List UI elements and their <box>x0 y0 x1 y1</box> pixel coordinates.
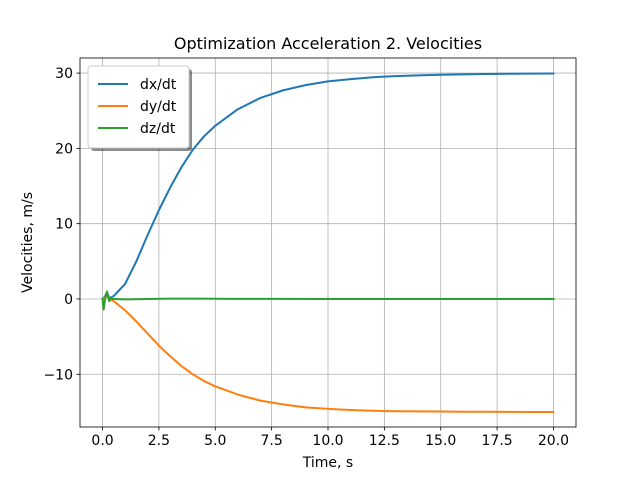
x-tick-label: 7.5 <box>261 433 283 449</box>
x-tick-label: 0.0 <box>91 433 113 449</box>
x-tick-label: 12.5 <box>369 433 400 449</box>
x-tick-label: 15.0 <box>425 433 456 449</box>
x-tick-label: 10.0 <box>312 433 343 449</box>
y-tick-label: 30 <box>55 66 73 82</box>
legend: dx/dt dy/dt dz/dt <box>87 65 192 151</box>
x-tick-label: 2.5 <box>148 433 170 449</box>
chart-title: Optimization Acceleration 2. Velocities <box>174 34 482 53</box>
y-tick-label: −10 <box>43 367 73 383</box>
y-axis-label: Velocities, m/s <box>20 192 36 293</box>
legend-label-0: dx/dt <box>140 77 177 93</box>
legend-label-1: dy/dt <box>140 99 177 115</box>
series-line-2 <box>101 290 555 311</box>
x-axis-label: Time, s <box>302 455 353 471</box>
legend-label-2: dz/dt <box>140 121 176 137</box>
y-tick-label: 0 <box>64 292 73 308</box>
series-line-0 <box>101 72 555 301</box>
y-tick-label: 20 <box>55 141 73 157</box>
series-line-1 <box>101 294 555 413</box>
x-tick-label: 20.0 <box>538 433 569 449</box>
series-layer <box>101 72 555 413</box>
x-tick-label: 5.0 <box>204 433 226 449</box>
x-tick-label: 17.5 <box>482 433 513 449</box>
ticks: 0.0 2.5 5.0 7.5 10.0 12.5 15.0 17.5 20.0 −10 0 10 20… <box>43 66 569 449</box>
y-tick-label: 10 <box>55 217 73 233</box>
